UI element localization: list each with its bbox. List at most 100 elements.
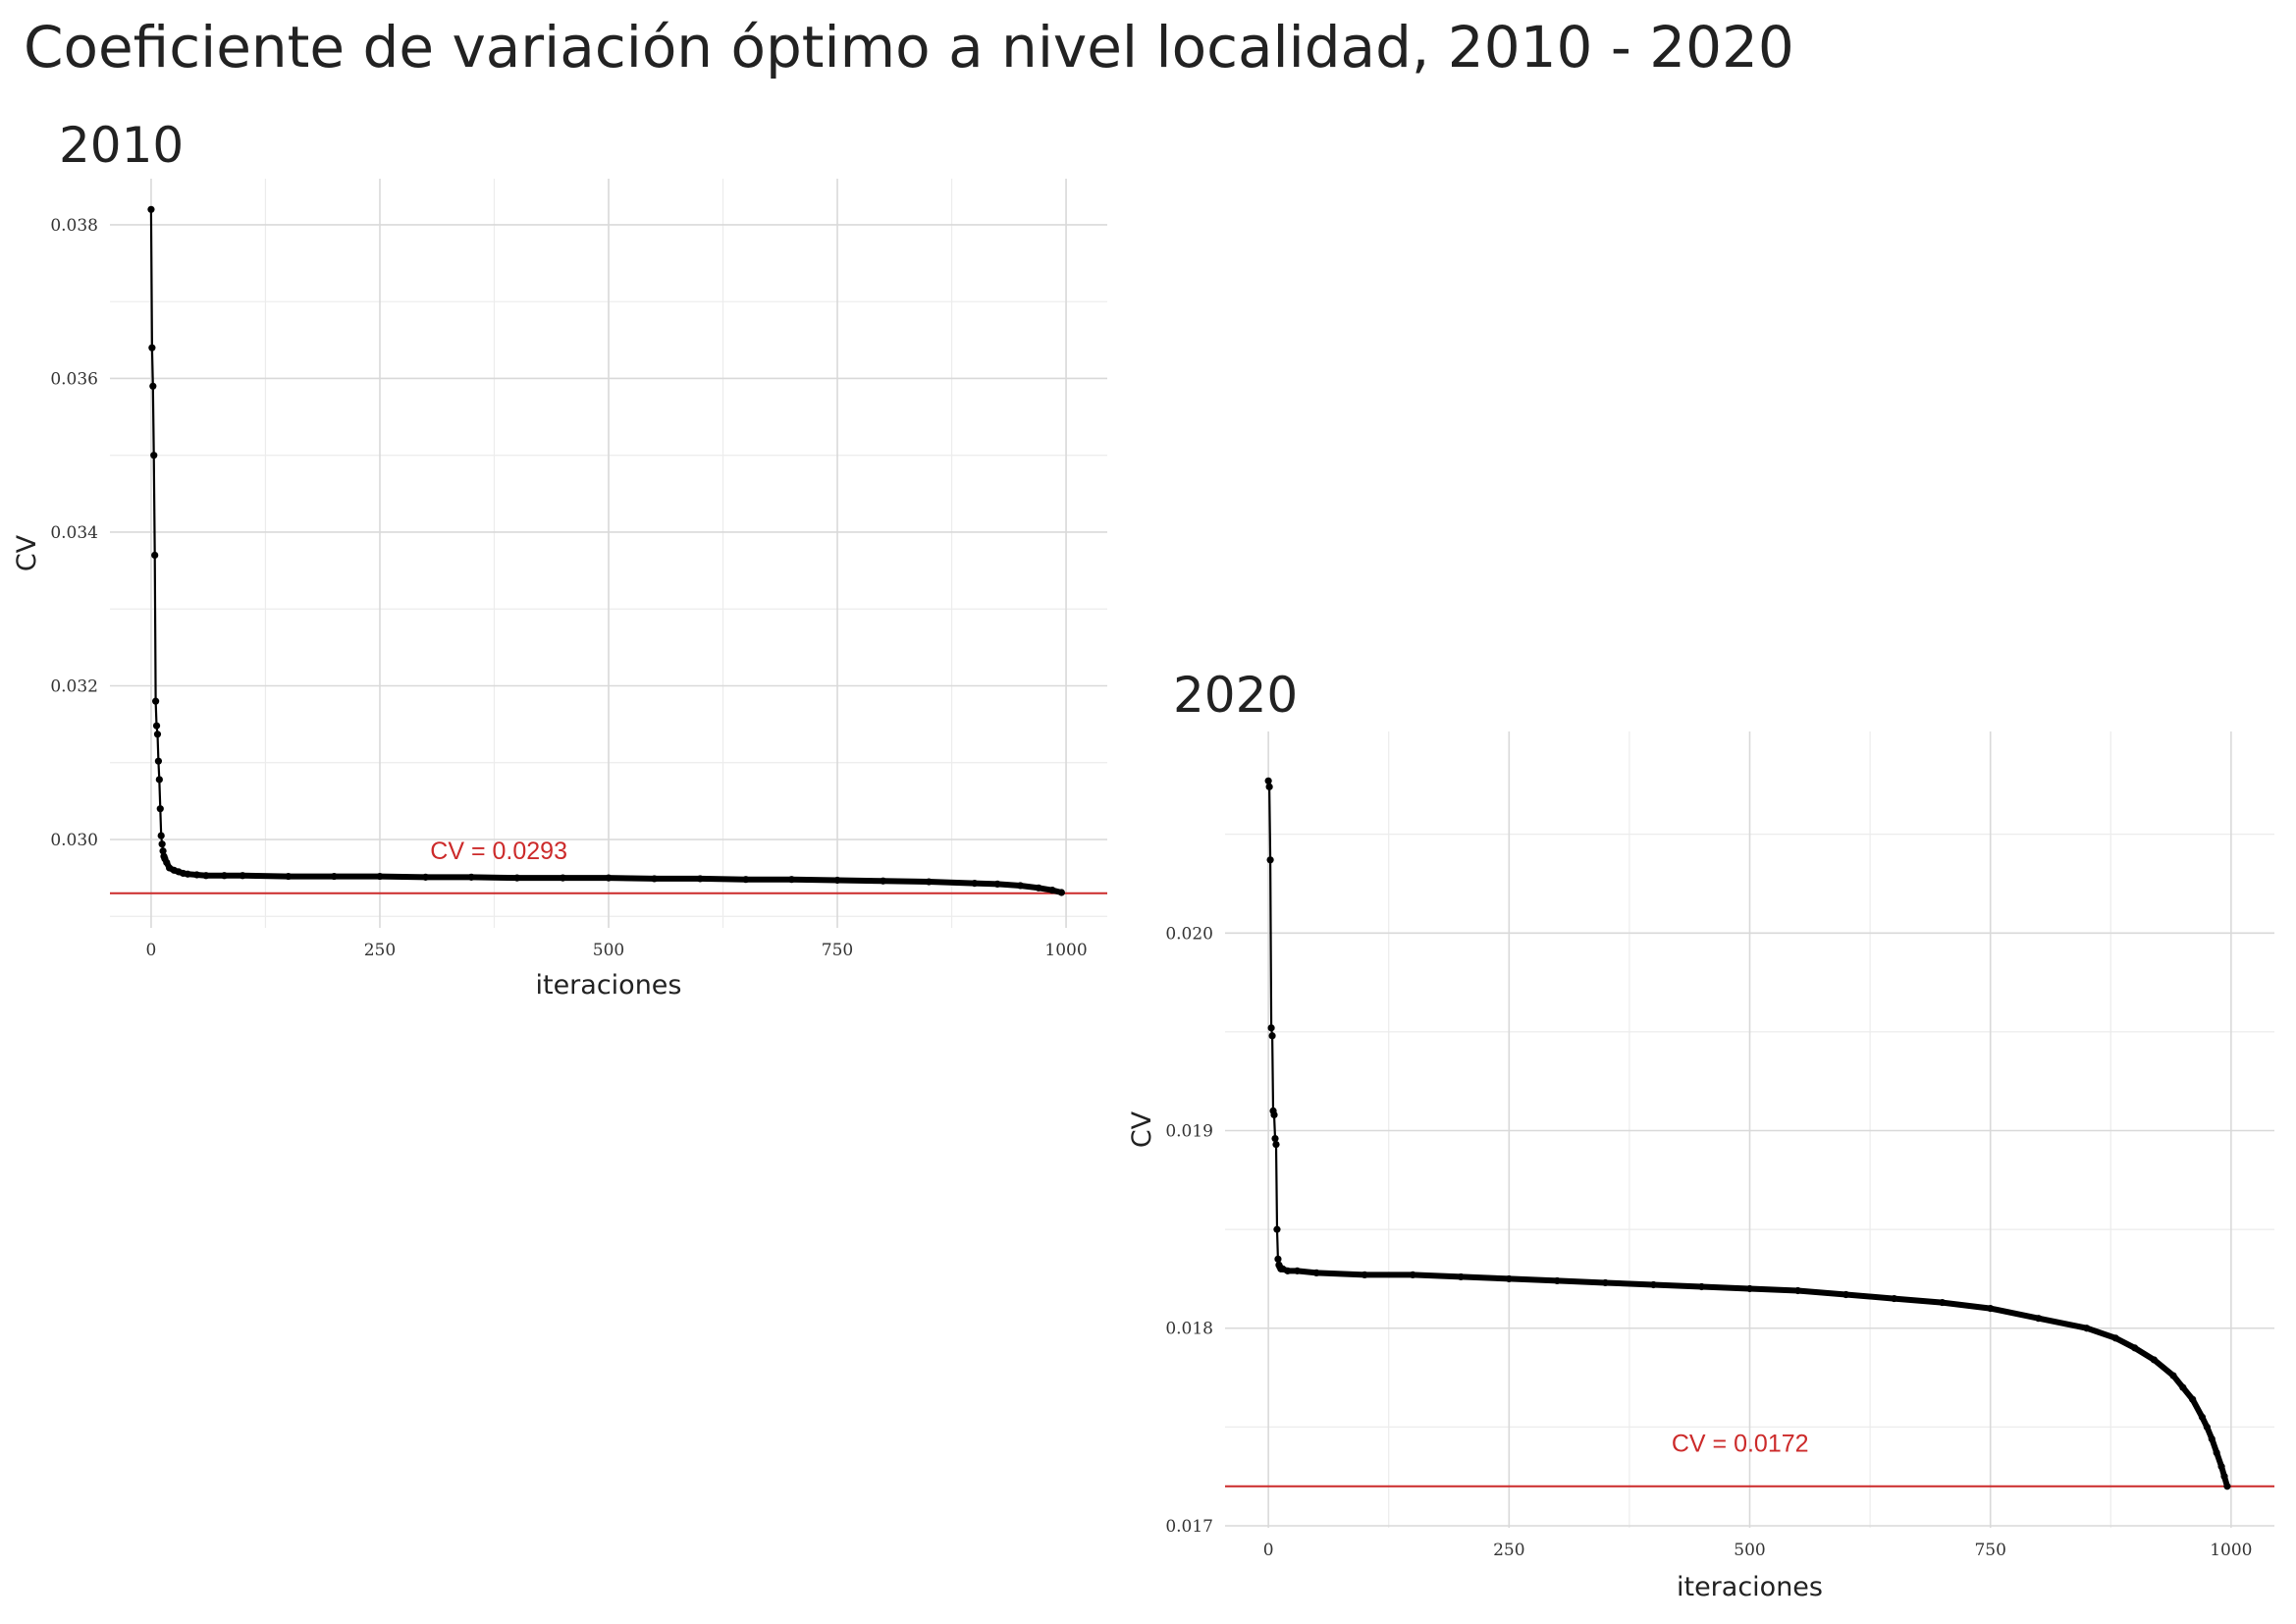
data-point bbox=[376, 872, 384, 881]
data-point bbox=[2208, 1435, 2216, 1443]
data-point bbox=[220, 872, 229, 880]
data-point bbox=[742, 876, 750, 884]
data-point bbox=[147, 205, 155, 213]
data-point bbox=[1649, 1280, 1658, 1289]
main-title: Coeficiente de variación óptimo a nivel … bbox=[24, 14, 1794, 81]
data-point bbox=[1939, 1298, 1947, 1307]
data-point bbox=[154, 757, 163, 765]
data-point bbox=[513, 874, 521, 882]
panel-2010: 0 250 500 750 1000 0.030 0.032 0.034 0.036 0.038 2… bbox=[12, 117, 1107, 1001]
data-point bbox=[157, 832, 165, 839]
data-point bbox=[1553, 1276, 1561, 1285]
x-axis-title: iteraciones bbox=[535, 970, 681, 1001]
data-point bbox=[156, 805, 164, 813]
data-point bbox=[880, 877, 887, 885]
data-point bbox=[2035, 1315, 2043, 1323]
reference-label: CV = 0.0172 bbox=[1672, 1431, 1809, 1458]
data-point bbox=[1505, 1274, 1513, 1283]
data-point bbox=[163, 858, 171, 867]
data-point bbox=[1987, 1305, 1995, 1313]
data-point bbox=[787, 876, 796, 884]
data-point bbox=[2223, 1483, 2231, 1490]
data-point bbox=[159, 847, 167, 855]
x-tick-label: 250 bbox=[364, 941, 396, 960]
data-point bbox=[148, 344, 156, 352]
x-tick-label: 750 bbox=[1974, 1541, 2005, 1560]
x-tick-label: 1000 bbox=[1044, 941, 1087, 960]
data-point bbox=[1601, 1278, 1609, 1287]
data-point bbox=[2111, 1334, 2119, 1342]
data-point bbox=[2169, 1372, 2177, 1380]
x-tick-label: 250 bbox=[1493, 1541, 1524, 1560]
data-point bbox=[467, 873, 475, 881]
data-point bbox=[2189, 1395, 2197, 1403]
data-point bbox=[149, 382, 157, 390]
data-point bbox=[2217, 1463, 2225, 1471]
panel-2020: 0 250 500 750 1000 0.017 0.018 0.019 0.020 2020 it… bbox=[1127, 667, 2274, 1602]
data-point bbox=[1284, 1267, 1292, 1274]
data-point bbox=[285, 872, 293, 881]
y-tick-label: 0.020 bbox=[1165, 924, 1213, 944]
y-tick-label: 0.034 bbox=[50, 523, 98, 543]
y-tick-label: 0.036 bbox=[50, 369, 98, 389]
data-point bbox=[150, 452, 158, 460]
x-tick-label: 0 bbox=[146, 941, 157, 960]
data-point bbox=[1272, 1140, 1280, 1149]
data-point bbox=[971, 880, 979, 888]
data-point bbox=[2213, 1448, 2220, 1457]
data-point bbox=[1409, 1271, 1416, 1279]
data-point bbox=[1266, 856, 1274, 864]
y-axis-title: CV bbox=[12, 534, 42, 571]
data-point bbox=[1274, 1255, 1282, 1263]
data-point bbox=[559, 874, 566, 882]
data-point bbox=[1264, 777, 1272, 785]
data-point bbox=[2179, 1383, 2187, 1391]
panel-subtitle: 2010 bbox=[59, 117, 184, 174]
data-point bbox=[1457, 1272, 1465, 1281]
data-point bbox=[330, 872, 338, 881]
series-point-band bbox=[161, 855, 1065, 895]
data-point bbox=[153, 731, 162, 738]
data-point bbox=[1048, 887, 1056, 894]
data-point bbox=[1273, 1225, 1281, 1233]
data-point bbox=[1793, 1286, 1802, 1295]
y-tick-label: 0.018 bbox=[1165, 1320, 1213, 1339]
data-point bbox=[1312, 1269, 1320, 1276]
y-tick-label: 0.019 bbox=[1165, 1122, 1213, 1142]
data-point bbox=[421, 873, 430, 881]
data-point bbox=[1271, 1134, 1279, 1143]
data-point bbox=[1270, 1110, 1278, 1119]
x-tick-label: 0 bbox=[1263, 1541, 1274, 1560]
data-point bbox=[833, 876, 841, 885]
y-tick-label: 0.017 bbox=[1165, 1517, 1213, 1537]
data-point bbox=[1035, 884, 1042, 892]
data-point bbox=[1293, 1267, 1302, 1274]
data-point bbox=[192, 871, 201, 879]
reference-label: CV = 0.0293 bbox=[430, 838, 567, 865]
data-point bbox=[2198, 1413, 2207, 1421]
data-point bbox=[2083, 1325, 2091, 1332]
data-point bbox=[152, 697, 160, 705]
data-point bbox=[1057, 889, 1065, 896]
series-line bbox=[1267, 781, 2228, 1488]
x-tick-label: 500 bbox=[593, 941, 624, 960]
data-point bbox=[1016, 882, 1025, 890]
y-tick-label: 0.030 bbox=[50, 831, 98, 850]
data-point bbox=[151, 551, 159, 560]
x-tick-label: 750 bbox=[822, 941, 853, 960]
data-point bbox=[158, 840, 166, 848]
data-point bbox=[1891, 1294, 1898, 1303]
data-point bbox=[239, 872, 246, 880]
data-point bbox=[2203, 1423, 2211, 1431]
y-tick-label: 0.038 bbox=[50, 216, 98, 236]
y-tick-label: 0.032 bbox=[50, 677, 98, 696]
series-line bbox=[149, 209, 1062, 894]
data-point bbox=[1265, 783, 1273, 790]
x-axis-title: iteraciones bbox=[1677, 1572, 1823, 1602]
data-point bbox=[2131, 1344, 2139, 1352]
x-tick-label: 1000 bbox=[2210, 1541, 2252, 1560]
data-point bbox=[605, 874, 613, 882]
data-point bbox=[2150, 1356, 2159, 1364]
data-point bbox=[2220, 1473, 2228, 1481]
